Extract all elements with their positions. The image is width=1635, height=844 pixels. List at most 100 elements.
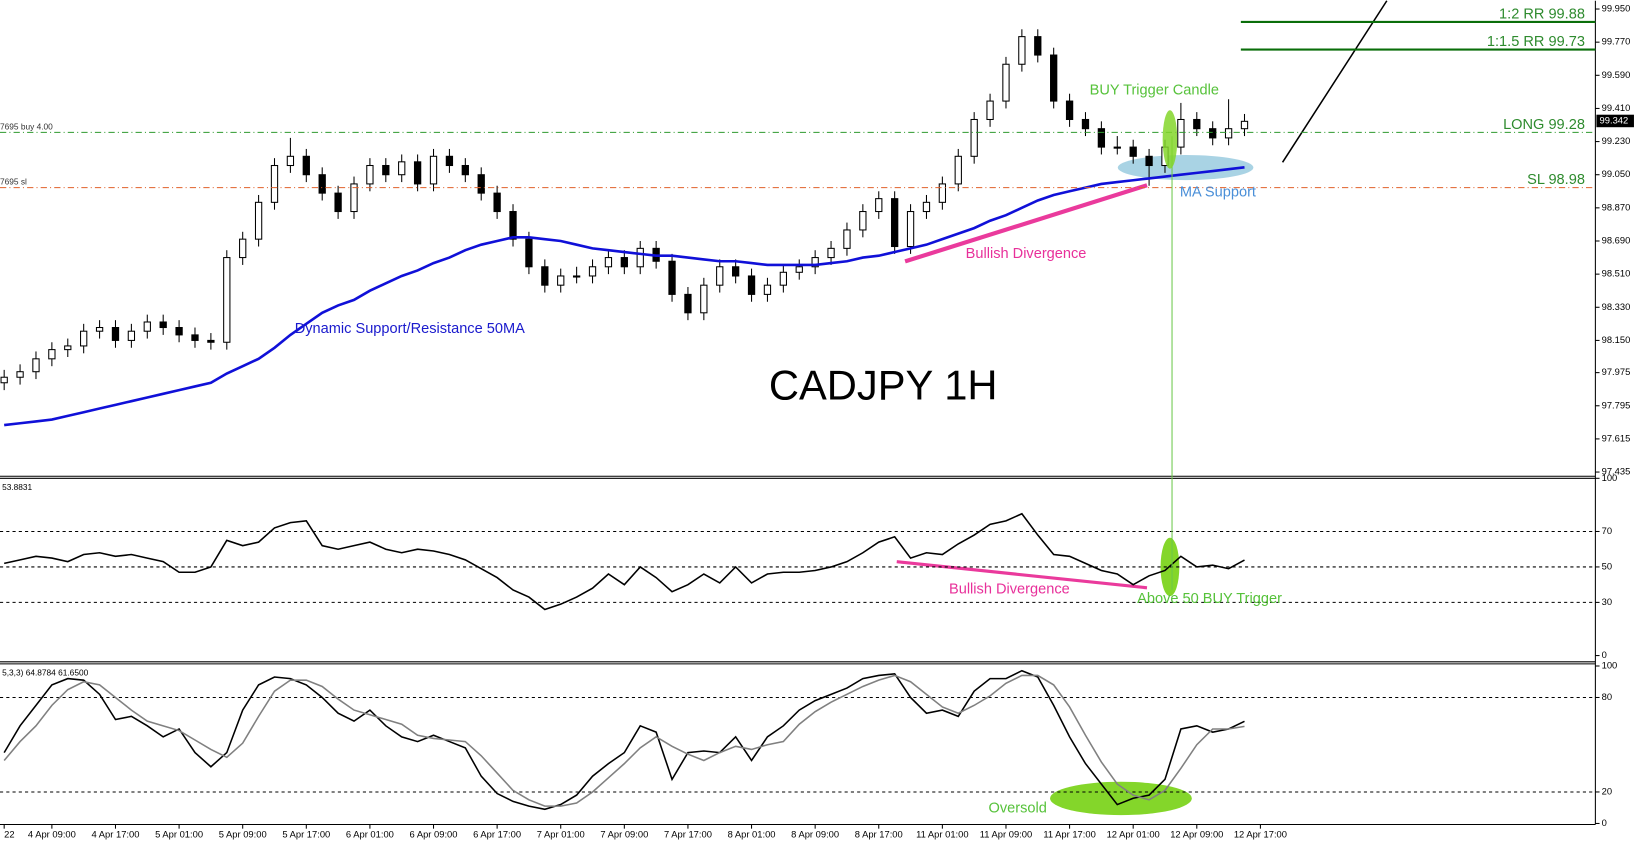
candle-body [827,247,835,259]
y-tick-label: 70 [1602,526,1612,536]
candle-body [366,164,374,185]
candle-body [684,293,692,314]
candle-body [572,275,581,278]
candle-body [763,284,772,295]
candle-body [239,238,247,259]
candle-body [1177,118,1185,148]
candle-body [700,284,708,314]
y-tick-label: 98.330 [1602,302,1631,312]
chart-title: CADJPY 1H [769,362,998,409]
moving-average [4,166,1245,427]
candle-body [382,164,390,176]
y-tick-label: 100 [1602,660,1618,670]
candle-body [48,349,56,360]
candle-body [1081,118,1090,130]
candle-body [318,174,326,194]
y-tick-label: 97.975 [1602,367,1631,377]
candle-body [1097,128,1106,148]
candle-body [413,161,422,185]
candle-body [461,164,469,176]
candle-body [843,229,851,249]
y-tick-label: 98.510 [1602,269,1631,279]
y-tick-label: 20 [1602,786,1612,796]
x-tick-label: 22 [4,829,14,839]
x-tick-label: 5 Apr 01:00 [155,829,203,839]
candle-body [286,155,295,167]
indicator-line [4,512,1245,611]
candle-body [604,257,613,268]
y-tick-label: 98.690 [1602,235,1631,245]
candle-body [509,211,517,240]
y-tick-label: 97.435 [1602,467,1631,477]
trigger-candle-ellipse [1162,110,1178,169]
candle-body [875,198,883,213]
x-tick-label: 11 Apr 17:00 [1043,829,1095,839]
candle-body [747,275,756,295]
candle-body [207,339,215,343]
y-tick-label: 99.590 [1602,70,1631,80]
annotation: Bullish Divergence [949,582,1070,598]
x-tick-label: 8 Apr 17:00 [855,829,903,839]
x-tick-label: 11 Apr 09:00 [980,829,1032,839]
y-tick-label: 30 [1602,597,1612,607]
y-tick-label: 50 [1602,561,1612,571]
candle-body [0,376,8,384]
candle-body [859,211,867,231]
divergence-line [904,183,1148,264]
y-tick-label: 0 [1602,818,1607,828]
candle-body [254,201,263,240]
annotation: Dynamic Support/Resistance 50MA [295,321,525,337]
candle-body [986,100,994,121]
annotation: Bullish Divergence [966,246,1087,262]
candle-body [1065,100,1074,121]
drawings [0,0,1596,826]
candle-body [779,271,788,286]
candle-body [127,330,136,341]
candle-body [32,358,40,373]
indicator-line [3,674,1245,807]
candle-body [557,275,565,286]
candle-body [1145,155,1153,167]
x-tick-label: 6 Apr 17:00 [473,829,521,839]
price-tag-label: 99.342 [1600,115,1629,125]
candle-body [970,118,978,157]
x-tick-label: 5 Apr 17:00 [282,829,330,839]
candle-body [111,327,120,341]
x-tick-label: 4 Apr 17:00 [91,829,139,839]
candle-body [223,257,231,343]
rsi-divergence-line [896,560,1148,590]
y-tick-label: 80 [1602,692,1612,702]
x-tick-label: 7 Apr 17:00 [664,829,712,839]
candle-body [302,155,310,176]
candle-body [906,211,915,248]
candle-body [541,266,549,286]
level-tag: 7695 sl [0,177,27,187]
candle-body [1129,146,1137,157]
candle-body [620,257,628,268]
candle-body [731,266,740,277]
candle-body [16,371,24,378]
level-label: 1:2 RR 99.88 [1499,6,1585,22]
candle-body [1050,54,1058,102]
candle-body [1240,120,1249,130]
y-tick-label: 99.410 [1602,103,1631,113]
annotation: BUY Trigger Candle [1090,82,1219,98]
candle-body [1224,128,1233,139]
candle-body [175,327,183,336]
y-tick-label: 97.795 [1602,400,1631,410]
x-tick-label: 12 Apr 17:00 [1234,829,1287,839]
level-label: 1:1.5 RR 99.73 [1487,34,1585,50]
marks: 99.950 99.770 99.590 99.410 99.230 99.050 98.8… [0,4,1634,839]
candle-body [525,238,533,268]
projection-line [1281,0,1388,163]
candle-body [811,257,819,268]
candle-body [493,192,501,213]
y-tick-label: 0 [1602,650,1607,660]
y-tick-label: 99.950 [1602,4,1631,14]
x-tick-label: 5 Apr 09:00 [219,829,267,839]
candle-body [1113,146,1121,149]
y-tick-label: 100 [1602,473,1618,483]
annotation: Oversold [989,801,1047,817]
candle-body [795,266,803,273]
